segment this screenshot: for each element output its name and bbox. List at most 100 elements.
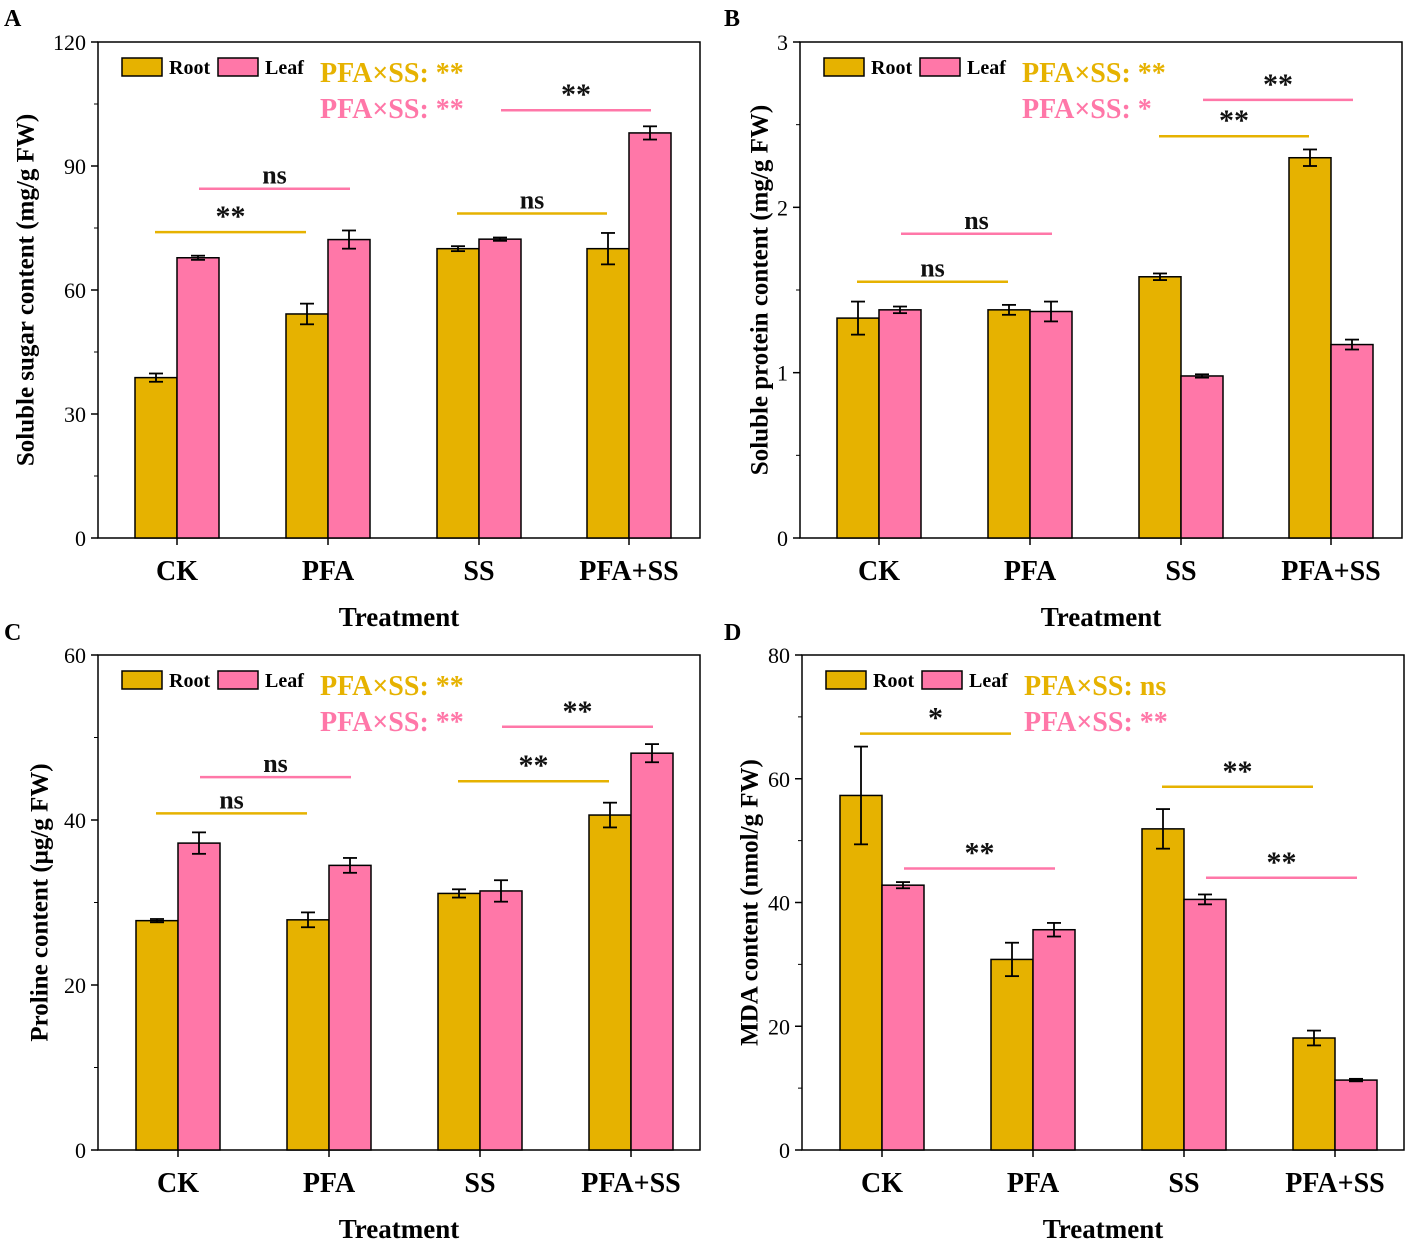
- bar-leaf-ck: [177, 842, 221, 1151]
- y-axis-label: Proline content (μg/g FW): [27, 763, 54, 1041]
- y-tick-label: 0: [75, 526, 86, 551]
- x-tick-label: SS: [1165, 556, 1196, 587]
- significance-label: **: [965, 836, 995, 869]
- x-tick-label: PFA: [1004, 556, 1057, 587]
- interaction-significance: *: [1138, 94, 1152, 125]
- significance-label: **: [1219, 104, 1249, 137]
- interaction-label: PFA×SS:: [320, 707, 436, 738]
- bar-leaf-ck: [176, 257, 220, 539]
- panel-C: C 0 20 40 60 Proline content (μg/g FW) CK PFA SS…: [4, 620, 701, 1244]
- legend-swatch-root: [825, 670, 867, 690]
- panel-label: A: [4, 6, 22, 32]
- bar-root-ck: [135, 919, 179, 1151]
- bar-leaf-ss: [479, 890, 523, 1151]
- bar-leaf-pfa: [328, 864, 372, 1151]
- y-tick-label: 3: [777, 30, 788, 55]
- y-axis-label: Soluble sugar content (mg/g FW): [13, 114, 40, 466]
- interaction-annotation-leaf: PFA×SS: *: [1022, 94, 1152, 125]
- interaction-label: PFA×SS:: [1024, 671, 1140, 702]
- x-tick-label: CK: [157, 1168, 199, 1199]
- x-tick-label: SS: [463, 556, 494, 587]
- legend-swatch-root: [823, 57, 865, 77]
- x-axis-label: Treatment: [1043, 1214, 1163, 1244]
- x-axis-label: Treatment: [1041, 602, 1161, 632]
- x-tick-label: SS: [464, 1168, 495, 1199]
- bar-root-ck: [839, 794, 883, 1151]
- interaction-significance: **: [1138, 58, 1166, 89]
- bar-leaf-pfa-ss: [630, 752, 674, 1151]
- x-tick-label: PFA+SS: [581, 1168, 680, 1199]
- y-axis-label: Soluble protein content (mg/g FW): [747, 105, 774, 475]
- legend-swatch-leaf: [217, 670, 259, 690]
- x-axis-label: Treatment: [339, 1214, 459, 1244]
- legend-swatch-leaf: [217, 57, 259, 77]
- y-tick-label: 20: [768, 1014, 790, 1039]
- bar-leaf-ck: [878, 309, 922, 539]
- panel-B: B 0 1 2 3 Soluble protein content (mg/g FW) CK…: [724, 6, 1403, 632]
- bar-leaf-pfa-ss: [628, 132, 672, 539]
- y-tick-label: 0: [779, 1138, 790, 1163]
- bar-root-ck: [134, 376, 178, 539]
- y-tick-label: 20: [64, 973, 86, 998]
- significance-label: **: [563, 695, 593, 728]
- legend-label-root: Root: [871, 57, 912, 79]
- y-tick-label: 30: [64, 402, 86, 427]
- bar-root-pfa-ss: [1288, 156, 1332, 539]
- bar-root-pfa: [990, 958, 1034, 1151]
- bar-leaf-ss: [1183, 898, 1227, 1151]
- y-tick-label: 120: [53, 30, 86, 55]
- interaction-label: PFA×SS:: [1022, 58, 1138, 89]
- y-tick-label: 1: [777, 361, 788, 386]
- bar-leaf-pfa: [327, 238, 371, 539]
- interaction-annotation-leaf: PFA×SS: **: [1024, 707, 1168, 738]
- interaction-label: PFA×SS:: [320, 671, 436, 702]
- bar-root-ss: [1141, 828, 1185, 1151]
- bar-leaf-pfa-ss: [1330, 343, 1374, 539]
- bar-leaf-pfa-ss: [1334, 1079, 1378, 1151]
- bar-root-pfa-ss: [586, 247, 630, 539]
- interaction-significance: **: [1140, 707, 1168, 738]
- legend-label-root: Root: [169, 670, 210, 692]
- legend-label-leaf: Leaf: [265, 670, 304, 692]
- legend-swatch-root: [121, 57, 163, 77]
- significance-label: **: [561, 78, 591, 111]
- y-tick-label: 0: [777, 526, 788, 551]
- legend-swatch-root: [121, 670, 163, 690]
- interaction-significance: **: [436, 707, 464, 738]
- panel-D: D 0 20 40 60 80 MDA content (nmol/g FW) CK PFA SS…: [724, 620, 1405, 1244]
- bar-root-ss: [1138, 276, 1182, 539]
- bar-root-pfa: [286, 919, 330, 1151]
- bar-root-ss: [437, 892, 481, 1151]
- significance-label: ns: [920, 254, 945, 283]
- bar-root-ss: [436, 247, 480, 539]
- x-tick-label: PFA+SS: [1281, 556, 1380, 587]
- x-tick-label: PFA: [302, 556, 355, 587]
- bar-root-ck: [836, 317, 880, 539]
- interaction-label: PFA×SS:: [320, 58, 436, 89]
- significance-label: ns: [520, 186, 545, 215]
- x-tick-label: CK: [156, 556, 198, 587]
- significance-label: ns: [262, 161, 287, 190]
- bar-leaf-ss: [478, 238, 522, 539]
- y-axis-label: MDA content (nmol/g FW): [737, 759, 764, 1046]
- panel-label: B: [724, 6, 740, 32]
- significance-label: **: [519, 749, 549, 782]
- bar-leaf-ss: [1180, 375, 1224, 539]
- significance-label: **: [1223, 755, 1253, 788]
- legend-label-root: Root: [169, 57, 210, 79]
- x-tick-label: PFA: [1007, 1168, 1060, 1199]
- x-tick-label: PFA+SS: [1285, 1168, 1384, 1199]
- legend-label-leaf: Leaf: [265, 57, 304, 79]
- panel-label: C: [4, 620, 21, 646]
- x-tick-label: PFA: [303, 1168, 356, 1199]
- x-tick-label: CK: [858, 556, 900, 587]
- y-tick-label: 90: [64, 154, 86, 179]
- bar-root-pfa-ss: [1292, 1037, 1336, 1151]
- y-tick-label: 60: [768, 767, 790, 792]
- bar-leaf-pfa: [1029, 310, 1073, 539]
- panel-label: D: [724, 620, 741, 646]
- bar-root-pfa: [285, 313, 329, 539]
- interaction-significance: **: [436, 671, 464, 702]
- interaction-annotation-root: PFA×SS: **: [1022, 58, 1166, 89]
